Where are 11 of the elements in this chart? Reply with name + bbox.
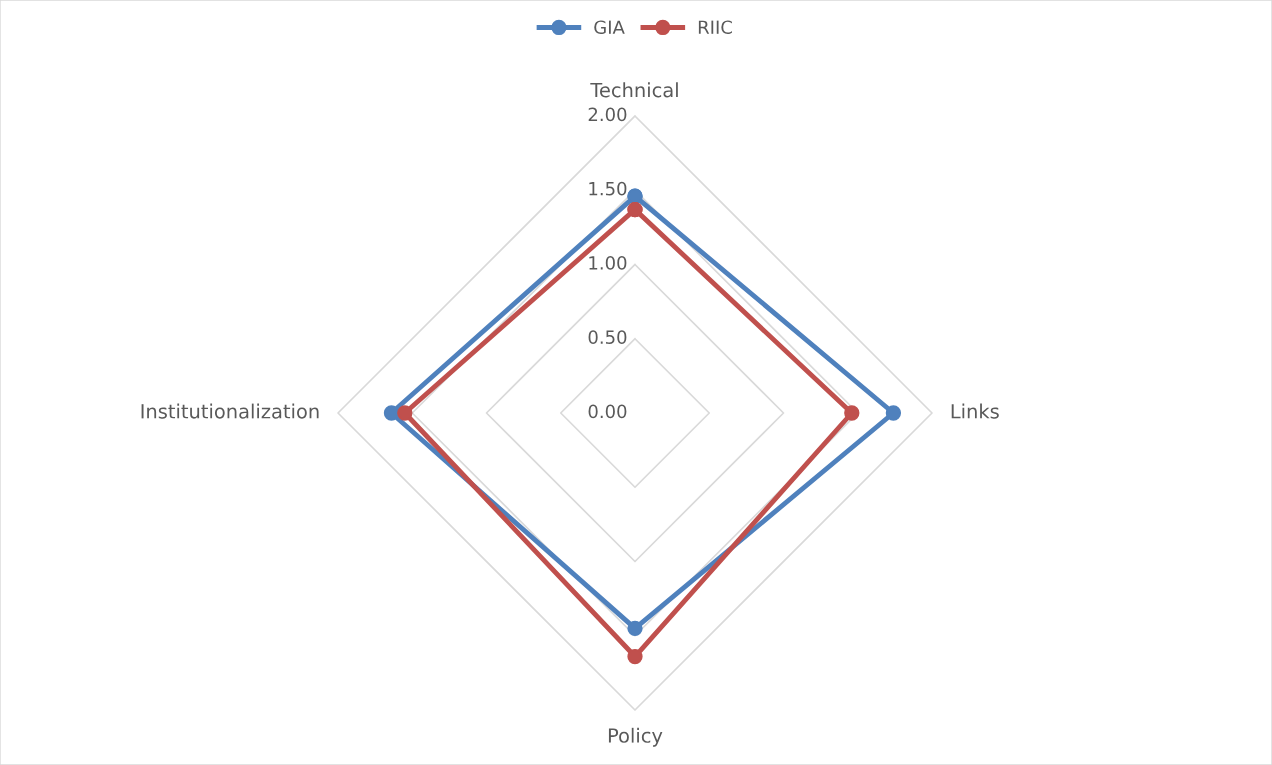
legend-label: RIIC (698, 20, 732, 35)
y-tick-label: 1.00 (589, 256, 627, 270)
legend-label: GIA (594, 20, 625, 35)
y-tick-label: 0.00 (588, 404, 627, 419)
spoke-label: Institutionalization (141, 403, 319, 419)
spoke-label: Technical (590, 82, 678, 98)
spoke-label: Policy (608, 727, 663, 747)
y-tick-label: 2.00 (588, 107, 627, 122)
y-tick-label: 1.50 (589, 181, 627, 196)
spoke-label: Links (951, 403, 999, 419)
y-tick-label: 0.50 (588, 330, 627, 344)
